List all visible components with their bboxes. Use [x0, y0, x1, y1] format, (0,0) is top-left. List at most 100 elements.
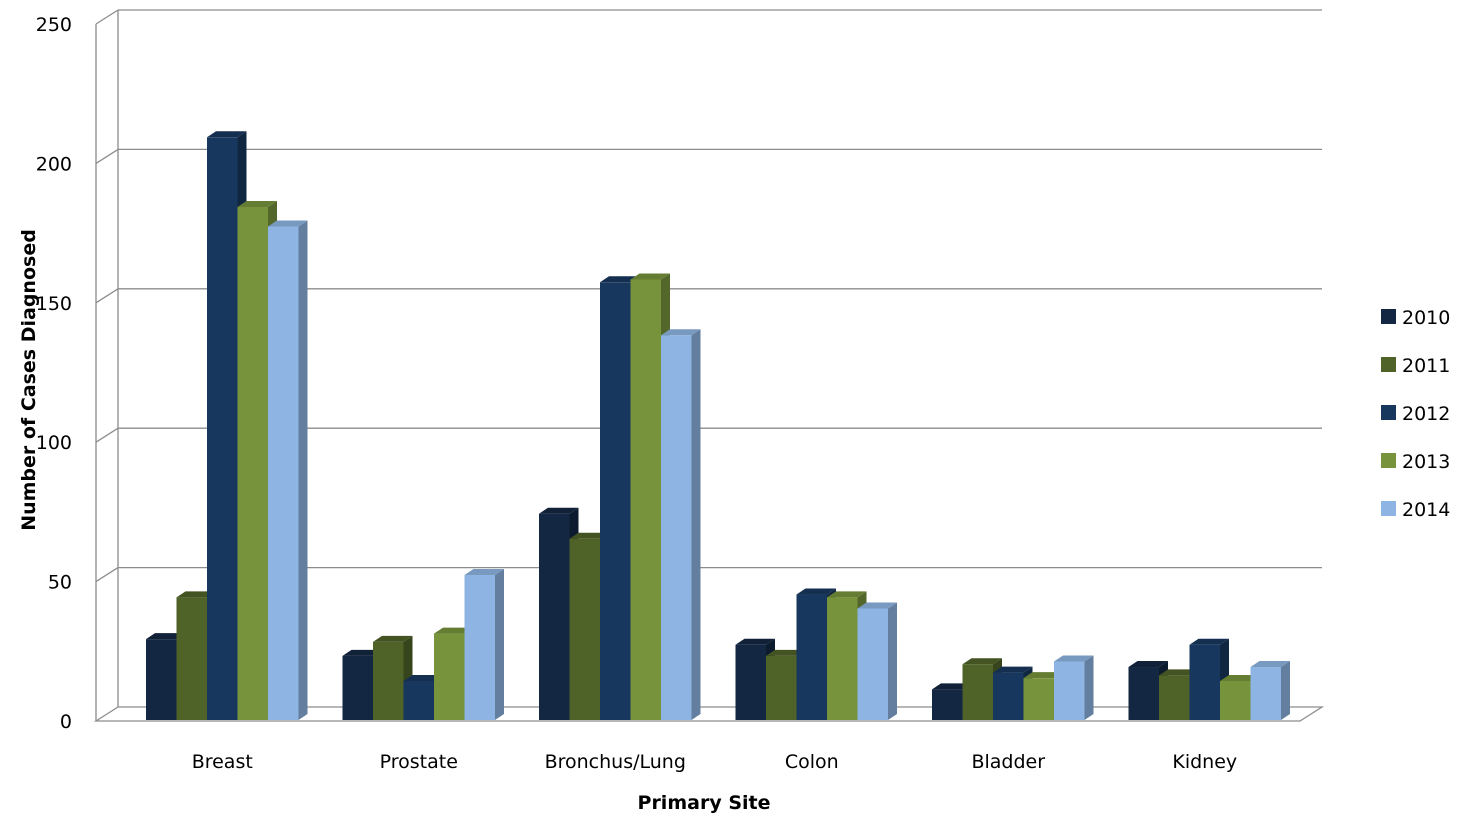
bar-top	[268, 220, 308, 227]
legend-swatch	[1381, 405, 1396, 420]
bar-front	[630, 279, 661, 720]
legend-item: 2010	[1381, 307, 1450, 329]
bar-front	[268, 226, 299, 721]
bar-front	[403, 680, 434, 720]
legend-label: 2013	[1402, 451, 1450, 473]
bar-side	[888, 602, 897, 720]
bar-front	[766, 655, 797, 720]
gridline-depth	[95, 9, 119, 25]
bar-top	[600, 276, 640, 283]
bar-bronchus-lung-2011	[569, 532, 609, 720]
bar-bronchus-lung-2014	[661, 329, 701, 720]
bar-colon-2014	[857, 602, 897, 720]
x-tick-label: Prostate	[380, 751, 458, 773]
bar-top	[1054, 655, 1094, 662]
y-axis-title: Number of Cases Diagnosed	[18, 229, 40, 531]
bar-top	[1189, 638, 1229, 645]
bar-top	[569, 532, 609, 539]
legend-item: 2011	[1381, 355, 1450, 377]
bar-top	[176, 591, 216, 598]
bar-top	[403, 674, 443, 681]
bar-prostate-2014	[464, 569, 504, 720]
gridline-depth	[95, 288, 119, 304]
bar-top	[1023, 672, 1063, 679]
x-tick-label: Kidney	[1172, 751, 1237, 773]
bar-top	[207, 131, 247, 138]
bar-front	[932, 689, 963, 720]
bar-front	[539, 513, 570, 720]
bar-front	[1023, 678, 1054, 720]
bar-top	[1159, 669, 1199, 676]
bar-front	[373, 641, 404, 720]
bar-front	[661, 335, 692, 720]
bar-front	[1159, 675, 1190, 720]
legend-swatch	[1381, 501, 1396, 516]
x-axis-ticks: Breast Prostate Bronchus/Lung Colon Bladder K…	[192, 751, 1237, 773]
legend-label: 2011	[1402, 355, 1450, 377]
y-tick-label: 250	[36, 14, 72, 36]
bar-front	[1054, 661, 1085, 720]
bar-front	[1128, 667, 1159, 720]
bar-top	[630, 273, 670, 280]
bar-side	[1281, 661, 1290, 720]
y-tick-label: 0	[60, 711, 72, 733]
legend-label: 2014	[1402, 499, 1450, 521]
bar-front	[434, 633, 465, 720]
bar-front	[1220, 680, 1251, 720]
legend-swatch	[1381, 453, 1396, 468]
legend-label: 2012	[1402, 403, 1450, 425]
legend: 2010 2011 2012 2013 2014	[1381, 307, 1450, 521]
bar-top	[827, 591, 867, 598]
bar-front	[993, 672, 1024, 720]
bar-top	[993, 666, 1033, 673]
legend-swatch	[1381, 309, 1396, 324]
bar-side	[1084, 655, 1094, 720]
x-tick-label: Bronchus/Lung	[545, 751, 686, 773]
bar-top	[1128, 661, 1168, 668]
bar-front	[207, 137, 238, 721]
y-axis-ticks: 0 50 100 150 200 250	[36, 14, 72, 733]
bar-top	[237, 201, 277, 208]
bar-top	[342, 649, 382, 656]
legend-item: 2012	[1381, 403, 1450, 425]
bar-top	[539, 507, 579, 514]
bar-front	[735, 644, 766, 720]
y-tick-label: 200	[36, 153, 72, 175]
y-tick-label: 150	[36, 293, 72, 315]
bar-kidney-2014	[1250, 661, 1290, 720]
bar-front	[857, 608, 888, 720]
bar-side	[495, 569, 504, 720]
bar-top	[464, 569, 504, 576]
legend-item: 2013	[1381, 451, 1450, 473]
legend-label: 2010	[1402, 307, 1450, 329]
bar-top	[146, 633, 186, 640]
bar-top	[932, 683, 972, 690]
bar-breast-2014	[268, 220, 308, 721]
gridline-depth	[95, 148, 119, 164]
bar-top	[434, 627, 474, 634]
bar-top	[962, 658, 1002, 665]
bar-front	[146, 639, 177, 720]
legend-item: 2014	[1381, 499, 1450, 521]
gridline-depth	[95, 427, 119, 443]
bar-top	[1220, 674, 1260, 681]
x-tick-label: Breast	[192, 751, 253, 773]
bar-bladder-2014	[1054, 655, 1094, 720]
bar-top	[1250, 661, 1290, 668]
x-tick-label: Colon	[785, 751, 839, 773]
bar-front	[464, 575, 495, 720]
bar-top	[766, 649, 806, 656]
x-axis-title: Primary Site	[638, 792, 771, 814]
bar-bladder-2012	[993, 666, 1033, 720]
x-tick-label: Bladder	[971, 751, 1045, 773]
bar-top	[373, 635, 413, 642]
bar-front	[1250, 667, 1281, 720]
bar-top	[735, 638, 775, 645]
bar-side	[298, 220, 308, 721]
bar-side	[691, 329, 701, 720]
bar-front	[569, 538, 600, 720]
y-tick-label: 50	[48, 572, 72, 594]
legend-swatch	[1381, 357, 1396, 372]
bar-front	[237, 207, 268, 720]
